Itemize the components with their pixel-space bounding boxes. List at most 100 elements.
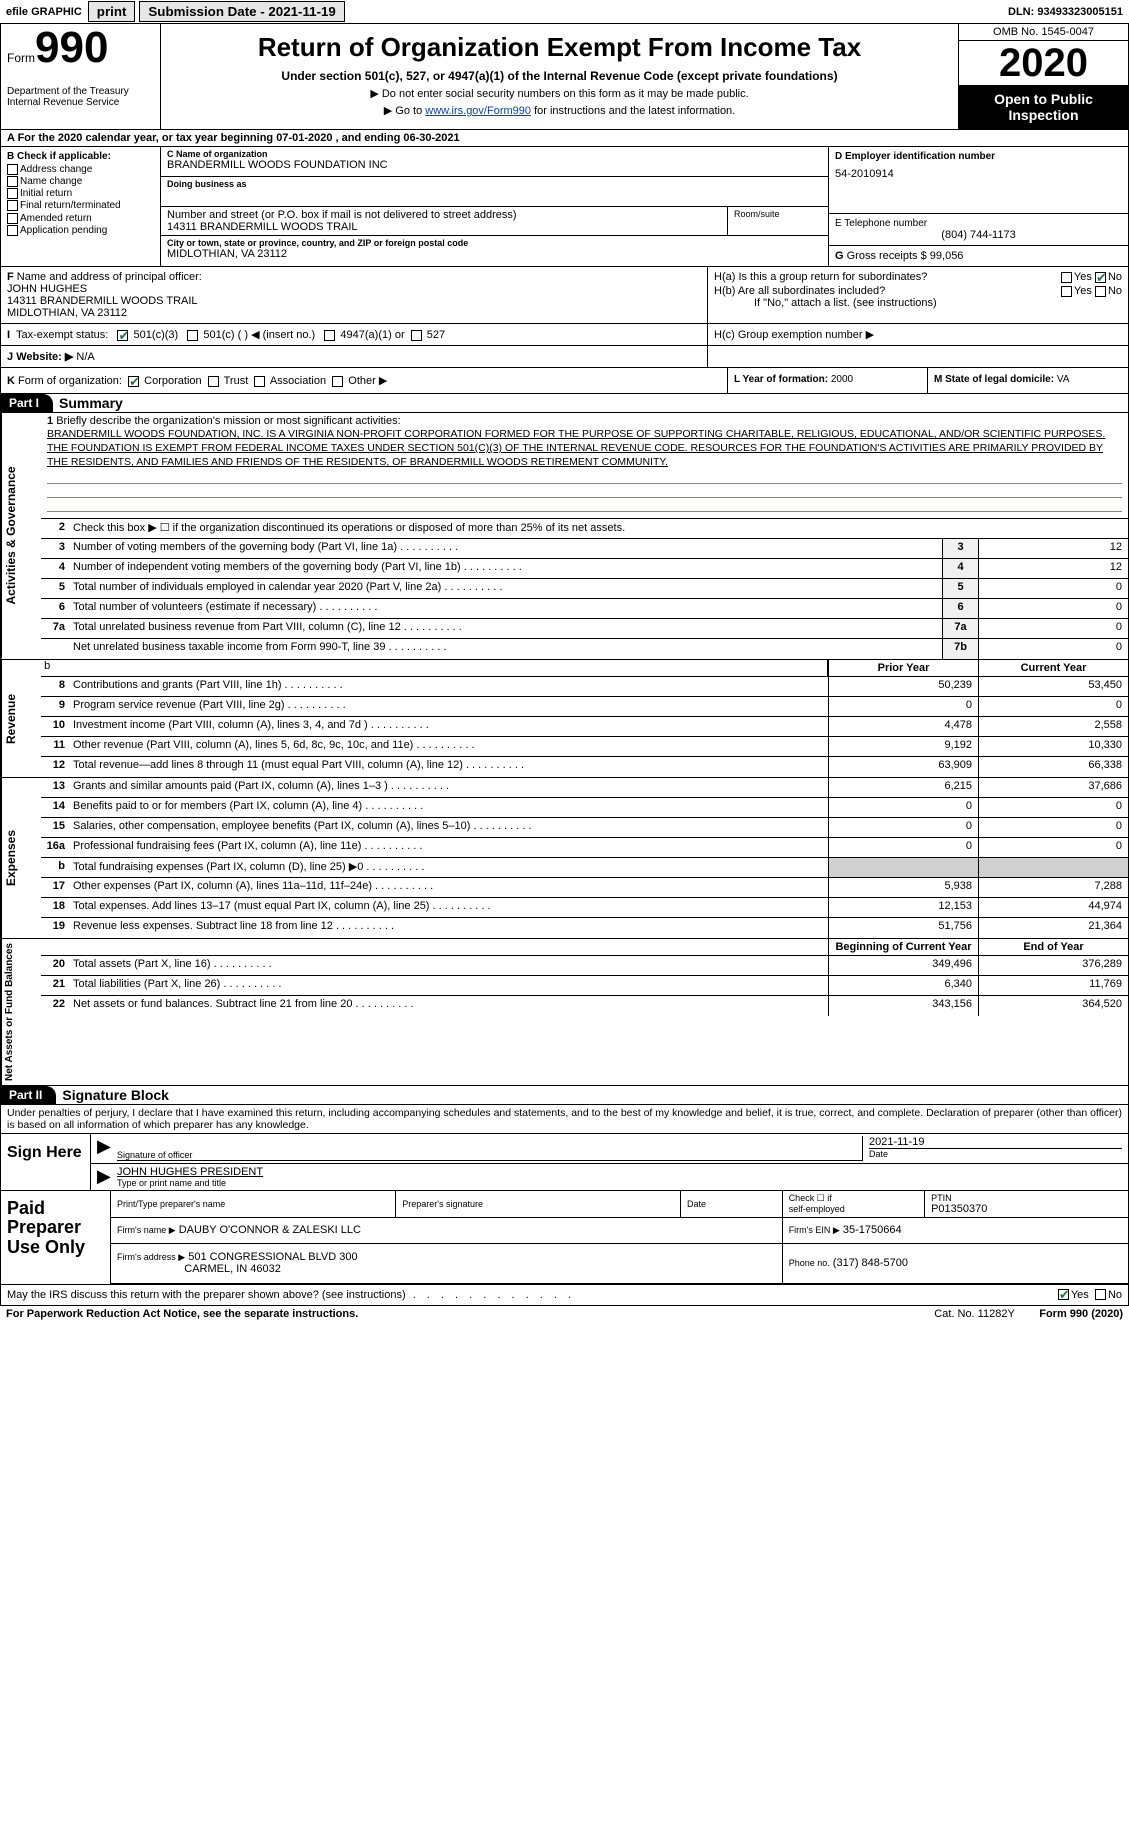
phone-key: E Telephone number bbox=[835, 218, 1122, 229]
hb-yes[interactable] bbox=[1061, 286, 1072, 297]
i-label: Tax-exempt status: bbox=[16, 329, 108, 341]
discuss-no[interactable] bbox=[1095, 1289, 1106, 1300]
k-label: Form of organization: bbox=[18, 375, 122, 387]
chk-name-change[interactable]: Name change bbox=[7, 176, 154, 187]
net-tab: Net Assets or Fund Balances bbox=[1, 939, 41, 1085]
org-name: BRANDERMILL WOODS FOUNDATION INC bbox=[167, 159, 822, 171]
year-formation: 2000 bbox=[831, 374, 853, 385]
j-key: J bbox=[7, 351, 13, 363]
ha-yes[interactable] bbox=[1061, 272, 1072, 283]
open-to-public: Open to Public Inspection bbox=[959, 85, 1128, 129]
ha-label: H(a) Is this a group return for subordin… bbox=[714, 271, 927, 283]
submission-date-button[interactable]: Submission Date - 2021-11-19 bbox=[139, 1, 344, 22]
row-i: I Tax-exempt status: 501(c)(3) 501(c) ( … bbox=[0, 324, 1129, 346]
room-suite: Room/suite bbox=[728, 207, 828, 235]
rev-row-1: 9Program service revenue (Part VIII, lin… bbox=[41, 697, 1128, 717]
firm-addr-k: Firm's address ▶ bbox=[117, 1252, 185, 1262]
mission-row: 1 Briefly describe the organization's mi… bbox=[41, 413, 1128, 519]
current-year-hdr: Current Year bbox=[978, 660, 1128, 676]
gov-row-1: 3Number of voting members of the governi… bbox=[41, 539, 1128, 559]
city-key: City or town, state or province, country… bbox=[167, 238, 822, 248]
net-row-1: 21Total liabilities (Part X, line 26)6,3… bbox=[41, 976, 1128, 996]
j-label: Website: ▶ bbox=[16, 351, 73, 363]
hb-note: If "No," attach a list. (see instruction… bbox=[754, 297, 1122, 309]
sign-here-block: Sign Here ▶ Signature of officer 2021-11… bbox=[0, 1134, 1129, 1191]
gov-row-3: 5Total number of individuals employed in… bbox=[41, 579, 1128, 599]
hc-row: H(c) Group exemption number ▶ bbox=[708, 324, 1128, 345]
firm-addr-v2: CARMEL, IN 46032 bbox=[184, 1263, 281, 1275]
part2-header: Part II Signature Block bbox=[0, 1086, 1129, 1105]
chk-4947[interactable] bbox=[324, 330, 335, 341]
gov-row-6: Net unrelated business taxable income fr… bbox=[41, 639, 1128, 659]
caret-icon-2: ▶ bbox=[97, 1166, 117, 1188]
rev-row-2: 10Investment income (Part VIII, column (… bbox=[41, 717, 1128, 737]
form-title: Return of Organization Exempt From Incom… bbox=[167, 32, 952, 63]
note-ssn: ▶ Do not enter social security numbers o… bbox=[167, 87, 952, 100]
box-f: F Name and address of principal officer:… bbox=[1, 267, 708, 323]
chk-trust[interactable] bbox=[208, 376, 219, 387]
prep-sig-k: Preparer's signature bbox=[402, 1199, 674, 1209]
chk-501c3[interactable] bbox=[117, 330, 128, 341]
exp-section: Expenses 13Grants and similar amounts pa… bbox=[0, 778, 1129, 939]
irs-link[interactable]: www.irs.gov/Form990 bbox=[425, 105, 531, 117]
exp-row-6: 18Total expenses. Add lines 13–17 (must … bbox=[41, 898, 1128, 918]
chk-final-return[interactable]: Final return/terminated bbox=[7, 200, 154, 211]
hb-label: H(b) Are all subordinates included? bbox=[714, 285, 885, 297]
chk-527[interactable] bbox=[411, 330, 422, 341]
chk-501c[interactable] bbox=[187, 330, 198, 341]
paid-preparer-block: Paid Preparer Use Only Print/Type prepar… bbox=[0, 1191, 1129, 1285]
prep-selfemp-b: self-employed bbox=[789, 1204, 918, 1214]
chk-association[interactable] bbox=[254, 376, 265, 387]
header-left: Form990 Department of the Treasury Inter… bbox=[1, 24, 161, 129]
exp-row-4: bTotal fundraising expenses (Part IX, co… bbox=[41, 858, 1128, 878]
net-row-0: 20Total assets (Part X, line 16)349,4963… bbox=[41, 956, 1128, 976]
caret-icon: ▶ bbox=[97, 1136, 117, 1161]
chk-amended-return[interactable]: Amended return bbox=[7, 213, 154, 224]
discuss-yes[interactable] bbox=[1058, 1289, 1069, 1300]
rev-row-4: 12Total revenue—add lines 8 through 11 (… bbox=[41, 757, 1128, 777]
chk-initial-return[interactable]: Initial return bbox=[7, 188, 154, 199]
discuss-q: May the IRS discuss this return with the… bbox=[7, 1289, 406, 1301]
officer-addr1: 14311 BRANDERMILL WOODS TRAIL bbox=[7, 295, 198, 307]
firm-phone-v: (317) 848-5700 bbox=[833, 1257, 908, 1269]
exp-row-7: 19Revenue less expenses. Subtract line 1… bbox=[41, 918, 1128, 938]
street-key: Number and street (or P.O. box if mail i… bbox=[167, 209, 721, 221]
gov-row-5: 7aTotal unrelated business revenue from … bbox=[41, 619, 1128, 639]
firm-name-v: DAUBY O'CONNOR & ZALESKI LLC bbox=[179, 1224, 361, 1236]
part2-num: Part II bbox=[1, 1086, 56, 1104]
rev-row-0: 8Contributions and grants (Part VIII, li… bbox=[41, 677, 1128, 697]
chk-corporation[interactable] bbox=[128, 376, 139, 387]
entity-block: B Check if applicable: Address change Na… bbox=[0, 147, 1129, 267]
ha-no[interactable] bbox=[1095, 272, 1106, 283]
chk-application-pending[interactable]: Application pending bbox=[7, 225, 154, 236]
dln-label: DLN: 93493323005151 bbox=[1008, 6, 1123, 18]
gross-receipts: 99,056 bbox=[930, 250, 964, 262]
print-button[interactable]: print bbox=[88, 1, 136, 22]
prep-date-k: Date bbox=[687, 1199, 776, 1209]
m-label: M State of legal domicile: bbox=[934, 374, 1054, 385]
pra-notice: For Paperwork Reduction Act Notice, see … bbox=[6, 1308, 358, 1320]
footer: For Paperwork Reduction Act Notice, see … bbox=[0, 1306, 1129, 1322]
mission-text: BRANDERMILL WOODS FOUNDATION, INC. IS A … bbox=[47, 428, 1105, 468]
omb-number: OMB No. 1545-0047 bbox=[959, 24, 1128, 41]
hb-no[interactable] bbox=[1095, 286, 1106, 297]
part1-title: Summary bbox=[59, 395, 123, 411]
firm-ein-k: Firm's EIN ▶ bbox=[789, 1225, 840, 1235]
blank-line-3 bbox=[47, 500, 1122, 512]
gov-tab: Activities & Governance bbox=[1, 413, 41, 659]
city-value: MIDLOTHIAN, VA 23112 bbox=[167, 248, 822, 260]
firm-addr-v1: 501 CONGRESSIONAL BLVD 300 bbox=[188, 1251, 357, 1263]
f-key: F bbox=[7, 271, 14, 283]
box-b-header: B Check if applicable: bbox=[7, 151, 154, 162]
chk-address-change[interactable]: Address change bbox=[7, 164, 154, 175]
part1-header: Part I Summary bbox=[0, 394, 1129, 413]
header-mid: Return of Organization Exempt From Incom… bbox=[161, 24, 958, 129]
firm-ein-v: 35-1750664 bbox=[843, 1224, 902, 1236]
form-header: Form990 Department of the Treasury Inter… bbox=[0, 24, 1129, 130]
website-value: N/A bbox=[76, 351, 94, 363]
gov-row-4: 6Total number of volunteers (estimate if… bbox=[41, 599, 1128, 619]
chk-other[interactable] bbox=[332, 376, 343, 387]
form-subtitle: Under section 501(c), 527, or 4947(a)(1)… bbox=[167, 69, 952, 83]
sig-officer-label: Signature of officer bbox=[117, 1150, 862, 1160]
exp-row-0: 13Grants and similar amounts paid (Part … bbox=[41, 778, 1128, 798]
